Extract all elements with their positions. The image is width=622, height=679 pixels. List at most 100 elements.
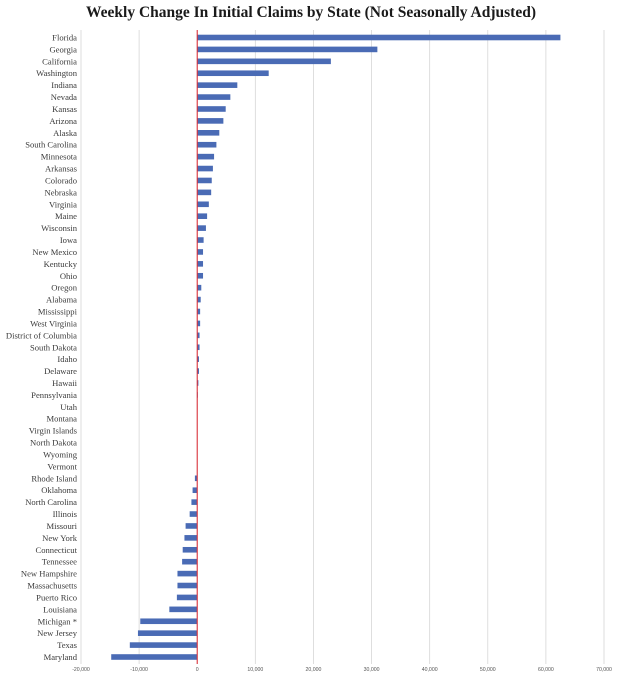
x-tick-label: 20,000 xyxy=(306,667,322,673)
bar xyxy=(197,261,204,267)
bar xyxy=(191,499,198,505)
bar xyxy=(177,582,198,589)
x-tick-label: 30,000 xyxy=(364,667,380,673)
category-label: Alabama xyxy=(46,295,77,305)
category-label: Virgin Islands xyxy=(29,426,78,436)
bar xyxy=(197,70,269,77)
category-label: Alaska xyxy=(53,128,77,138)
category-label: New Jersey xyxy=(37,628,78,638)
x-tick-label: 0 xyxy=(196,667,199,673)
x-tick-label: 40,000 xyxy=(422,667,438,673)
bar xyxy=(197,249,204,255)
category-label: Montana xyxy=(46,414,77,424)
x-tick-label: -20,000 xyxy=(72,667,90,673)
bar xyxy=(137,630,198,636)
category-label: Nebraska xyxy=(45,187,78,197)
bar xyxy=(184,535,198,541)
bar xyxy=(177,570,198,577)
bar xyxy=(197,284,202,291)
x-tick-label: -10,000 xyxy=(130,667,148,673)
bar xyxy=(197,82,238,88)
category-label: Colorado xyxy=(45,175,77,185)
category-label: District of Columbia xyxy=(6,330,77,340)
category-label: New York xyxy=(42,533,78,543)
category-label: Michigan * xyxy=(38,616,77,626)
category-label: Rhode Island xyxy=(31,473,77,483)
bar xyxy=(197,225,206,231)
x-tick-label: 50,000 xyxy=(480,667,496,673)
category-label: Connecticut xyxy=(35,545,77,555)
bar xyxy=(197,213,208,220)
category-label: New Hampshire xyxy=(21,569,77,579)
bar xyxy=(197,130,220,136)
bar xyxy=(197,356,199,362)
bar xyxy=(192,487,198,494)
category-label: Iowa xyxy=(60,235,77,245)
category-label: Oklahoma xyxy=(41,485,77,495)
category-label: Arizona xyxy=(49,116,77,126)
category-label: Louisiana xyxy=(43,604,77,614)
category-label: Wyoming xyxy=(43,449,78,459)
bar xyxy=(169,606,198,613)
x-tick-label: 60,000 xyxy=(538,667,554,673)
category-label: Georgia xyxy=(49,44,77,54)
bar xyxy=(197,153,215,160)
chart-title: Weekly Change In Initial Claims by State… xyxy=(86,4,536,21)
bar xyxy=(182,546,198,553)
bar xyxy=(194,475,198,482)
category-label: Indiana xyxy=(51,80,77,90)
bar xyxy=(140,618,198,625)
bar xyxy=(197,34,561,41)
category-label: Virginia xyxy=(49,199,77,209)
category-label: New Mexico xyxy=(32,247,77,257)
bar xyxy=(197,94,231,100)
category-label: California xyxy=(42,56,77,66)
category-label: Mississippi xyxy=(38,307,78,317)
bar xyxy=(176,594,198,601)
category-label: Missouri xyxy=(46,521,77,531)
category-label: West Virginia xyxy=(30,318,77,328)
bar xyxy=(197,380,199,386)
category-label: North Carolina xyxy=(25,497,77,507)
category-label: South Carolina xyxy=(25,140,77,150)
category-label: Hawaii xyxy=(52,378,77,388)
bar xyxy=(111,654,198,660)
category-label: Illinois xyxy=(53,509,78,519)
x-tick-label: 10,000 xyxy=(247,667,263,673)
category-label: North Dakota xyxy=(30,438,77,448)
bar xyxy=(197,165,213,172)
category-label: Utah xyxy=(60,402,77,412)
bar xyxy=(197,118,224,124)
bar xyxy=(197,272,204,279)
category-label: Nevada xyxy=(51,92,77,102)
bar xyxy=(129,642,198,648)
category-label: Puerto Rico xyxy=(36,592,77,602)
category-label: Texas xyxy=(57,640,78,650)
x-tick-label: 70,000 xyxy=(596,667,612,673)
category-label: Kentucky xyxy=(44,259,78,269)
category-label: Maine xyxy=(55,211,77,221)
bar xyxy=(197,344,200,351)
bar xyxy=(189,511,198,517)
bar xyxy=(197,46,378,53)
category-label: Oregon xyxy=(51,283,77,293)
bar xyxy=(197,320,201,327)
bar xyxy=(197,106,226,112)
category-label: Tennessee xyxy=(42,557,77,567)
bar xyxy=(197,201,209,208)
category-label: Kansas xyxy=(52,104,77,114)
bar xyxy=(197,296,201,303)
category-label: South Dakota xyxy=(30,342,77,352)
category-label: Ohio xyxy=(60,271,77,281)
category-label: Washington xyxy=(36,68,78,78)
bar xyxy=(197,332,200,339)
category-label: Maryland xyxy=(44,652,78,662)
category-label: Massachusetts xyxy=(27,581,77,591)
bar xyxy=(185,523,198,529)
bar xyxy=(197,58,331,65)
bar xyxy=(197,141,217,148)
category-label: Minnesota xyxy=(41,152,77,162)
category-label: Arkansas xyxy=(45,164,78,174)
bar xyxy=(197,308,201,315)
category-label: Vermont xyxy=(47,461,77,471)
